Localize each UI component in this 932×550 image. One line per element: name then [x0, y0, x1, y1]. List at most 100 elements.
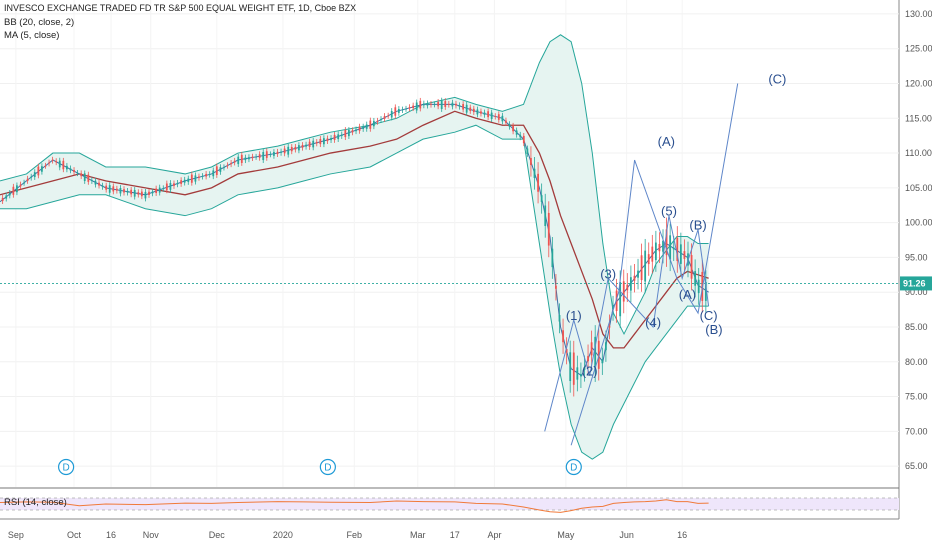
candle-body [333, 134, 336, 140]
legend-bb[interactable]: BB (20, close, 2) [4, 17, 75, 28]
candle-body [190, 174, 193, 183]
candle-body [258, 154, 261, 158]
candle-body [105, 185, 108, 190]
candle-body [198, 176, 200, 178]
candle-body [126, 190, 129, 193]
candle-body [176, 182, 179, 185]
y-tick-label: 75.00 [905, 392, 928, 402]
candle-body [194, 175, 197, 182]
legend-ma[interactable]: MA (5, close) [4, 30, 60, 41]
candle-body [251, 156, 254, 159]
candle-body [640, 255, 643, 281]
candle-body [315, 141, 318, 144]
candle-body [248, 157, 250, 160]
candle-body [276, 151, 279, 155]
x-tick-label: 2020 [273, 530, 293, 540]
candle-body [422, 103, 425, 106]
candle-body [94, 180, 97, 185]
x-tick-label: May [557, 530, 575, 540]
wave-label: (C) [700, 308, 718, 323]
wave-label: (A) [658, 134, 675, 149]
candle-body [287, 146, 290, 155]
candle-body [226, 165, 229, 167]
candle-body [619, 282, 622, 317]
candle-body [233, 160, 236, 163]
legend-rsi[interactable]: RSI (14, close) [4, 497, 67, 508]
y-tick-label: 80.00 [905, 357, 928, 367]
dividend-label: D [62, 463, 69, 474]
candle-body [476, 109, 479, 115]
candle-body [148, 191, 150, 195]
bb-area [0, 34, 709, 460]
candle-body [173, 183, 175, 186]
candle-body [180, 180, 183, 184]
candle-body [490, 112, 493, 119]
candles [1, 97, 707, 397]
wave-label: (B) [689, 218, 706, 233]
candle-body [90, 180, 93, 182]
y-tick-label: 70.00 [905, 426, 928, 436]
candle-body [133, 189, 136, 197]
candle-body [426, 103, 429, 106]
candle-body [33, 172, 36, 178]
candle-body [298, 145, 300, 151]
candle-body [515, 130, 518, 135]
dividend-marker [565, 458, 582, 476]
candle-body [419, 100, 422, 109]
wave-label: (B) [705, 322, 722, 337]
candle-body [312, 140, 315, 148]
candle-body [76, 172, 79, 174]
y-tick-label: 120.00 [905, 78, 932, 88]
candle-body [255, 156, 257, 158]
candle-body [262, 152, 265, 161]
x-tick-label: Mar [410, 530, 426, 540]
candle-body [390, 110, 393, 118]
rsi-line [0, 499, 709, 513]
candle-body [530, 157, 532, 165]
candle-body [358, 126, 361, 131]
candle-body [376, 120, 379, 122]
candle-body [62, 160, 65, 170]
y-tick-label: 95.00 [905, 252, 928, 262]
candle-body [280, 151, 282, 153]
candle-body [101, 185, 104, 187]
wave-label: (A) [679, 287, 696, 302]
candle-body [415, 102, 418, 111]
candle-body [219, 167, 222, 172]
candle-body [558, 315, 561, 322]
x-tick-label: 17 [450, 530, 460, 540]
bollinger-band-fill [0, 34, 709, 460]
candle-body [654, 242, 657, 261]
candle-body [362, 126, 365, 129]
candle-body [140, 191, 143, 197]
candle-body [41, 166, 43, 172]
candle-body [505, 120, 507, 123]
candle-body [626, 284, 629, 291]
y-tick-label: 130.00 [905, 9, 932, 19]
candle-body [372, 120, 375, 127]
wave-label: (4) [645, 315, 661, 330]
candle-body [440, 100, 443, 110]
candle-body [462, 104, 465, 110]
candle-body [162, 188, 165, 190]
candle-body [240, 154, 243, 163]
candle-body [412, 105, 415, 109]
candle-body [187, 178, 190, 182]
candle-body [615, 290, 618, 312]
candle-body [87, 174, 90, 182]
dividend-marker [319, 458, 336, 476]
candle-body [344, 130, 347, 138]
x-tick-label: Jun [619, 530, 634, 540]
candle-body [608, 326, 611, 328]
candle-body [383, 116, 386, 119]
x-tick-label: Nov [143, 530, 160, 540]
candle-body [5, 195, 8, 199]
candle-body [394, 107, 397, 116]
x-tick-label: 16 [106, 530, 116, 540]
candle-body [494, 116, 497, 117]
candle-body [508, 124, 511, 127]
candle-body [455, 103, 457, 106]
candle-body [458, 105, 461, 107]
